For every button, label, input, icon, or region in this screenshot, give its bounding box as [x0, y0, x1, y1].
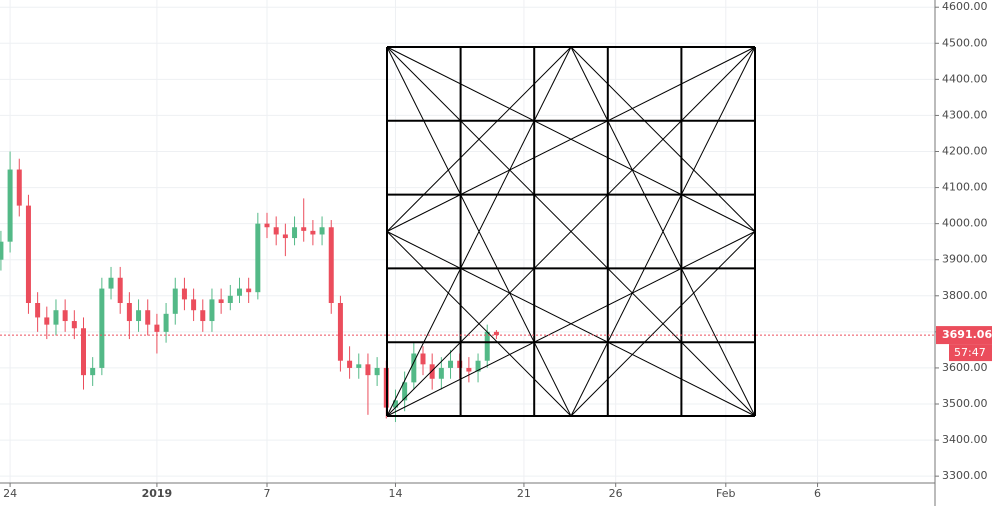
candle-body — [136, 310, 142, 322]
candle-body — [71, 321, 77, 329]
candle-body — [301, 227, 307, 231]
y-tick-label: 4400.00 — [942, 72, 988, 85]
candle-body — [365, 364, 371, 376]
candle-body — [99, 288, 105, 368]
candle-body — [356, 364, 362, 368]
gann-square — [386, 46, 756, 417]
candle-body — [448, 360, 454, 368]
y-tick-label: 3900.00 — [942, 253, 988, 266]
y-tick-label: 4600.00 — [942, 0, 988, 13]
gann-diagonal — [386, 46, 572, 232]
candle-body — [200, 310, 206, 322]
candle-body — [273, 227, 279, 235]
candle-body — [246, 288, 252, 293]
gann-diagonal — [386, 231, 572, 417]
x-tick-label: 26 — [609, 487, 623, 500]
candle-body — [493, 331, 499, 336]
candle-body — [117, 277, 123, 304]
candle-body — [374, 367, 380, 376]
candle-body — [209, 299, 215, 322]
x-tick-label: 2019 — [142, 487, 173, 500]
candle-body — [62, 310, 68, 322]
candle-body — [264, 223, 270, 228]
candle-body — [402, 382, 408, 401]
candle-body — [154, 324, 160, 332]
candle-body — [328, 227, 334, 304]
candle-body — [7, 169, 13, 242]
gann-diagonal — [386, 46, 572, 417]
x-tick-label: 6 — [814, 487, 821, 500]
candle-body — [80, 328, 86, 376]
y-tick-label: 3300.00 — [942, 469, 988, 482]
last-price-box — [936, 326, 992, 345]
candle-body — [163, 313, 169, 332]
y-tick-label: 3600.00 — [942, 361, 988, 374]
candle-body — [90, 367, 96, 376]
candle-body — [227, 295, 233, 304]
candle-body — [25, 205, 31, 304]
gann-diagonal — [386, 46, 756, 232]
candle-body — [53, 310, 59, 325]
candle-body — [282, 234, 288, 239]
candle-body — [466, 367, 472, 372]
y-tick-label: 4300.00 — [942, 108, 988, 121]
y-tick-label: 4200.00 — [942, 145, 988, 158]
gann-diagonal — [570, 231, 756, 417]
x-tick-label: Feb — [716, 487, 735, 500]
candle-body — [420, 353, 426, 365]
x-tick-label: 21 — [517, 487, 531, 500]
countdown-box — [949, 344, 992, 362]
candle-body — [319, 227, 325, 235]
x-tick-label: 24 — [3, 487, 17, 500]
candle-body — [44, 317, 50, 325]
y-tick-label: 3400.00 — [942, 433, 988, 446]
candle-body — [236, 288, 242, 296]
y-tick-label: 4000.00 — [942, 217, 988, 230]
gann-diagonal — [570, 46, 756, 417]
candle-body — [347, 360, 353, 368]
candle-body — [181, 288, 187, 300]
y-tick-label: 3800.00 — [942, 289, 988, 302]
candle-body — [475, 360, 481, 372]
candle-body — [126, 303, 132, 322]
candle-body — [438, 367, 444, 379]
y-tick-label: 4100.00 — [942, 181, 988, 194]
candle-body — [0, 241, 4, 260]
candle-body — [484, 331, 490, 361]
candle-body — [292, 227, 298, 239]
last-price-label: 3691.06 — [942, 328, 992, 341]
candle-body — [310, 230, 316, 235]
candle-body — [337, 303, 343, 361]
candle-body — [191, 299, 197, 311]
candles — [0, 151, 499, 423]
candle-body — [108, 277, 114, 289]
candle-body — [429, 364, 435, 379]
candle-body — [145, 310, 151, 325]
candle-body — [218, 299, 224, 304]
x-tick-label: 7 — [264, 487, 271, 500]
countdown-label: 57:47 — [954, 346, 986, 359]
gann-diagonal — [570, 46, 756, 232]
candle-body — [35, 303, 41, 318]
y-tick-label: 4500.00 — [942, 36, 988, 49]
candle-body — [411, 353, 417, 383]
candle-body — [172, 288, 178, 314]
candle-body — [16, 169, 22, 206]
y-tick-label: 3500.00 — [942, 397, 988, 410]
gann-diagonal — [386, 46, 756, 417]
candle-body — [255, 223, 261, 293]
x-tick-label: 14 — [388, 487, 402, 500]
grid — [0, 0, 935, 483]
gann-diagonal — [386, 231, 756, 417]
candle-body — [392, 400, 398, 408]
